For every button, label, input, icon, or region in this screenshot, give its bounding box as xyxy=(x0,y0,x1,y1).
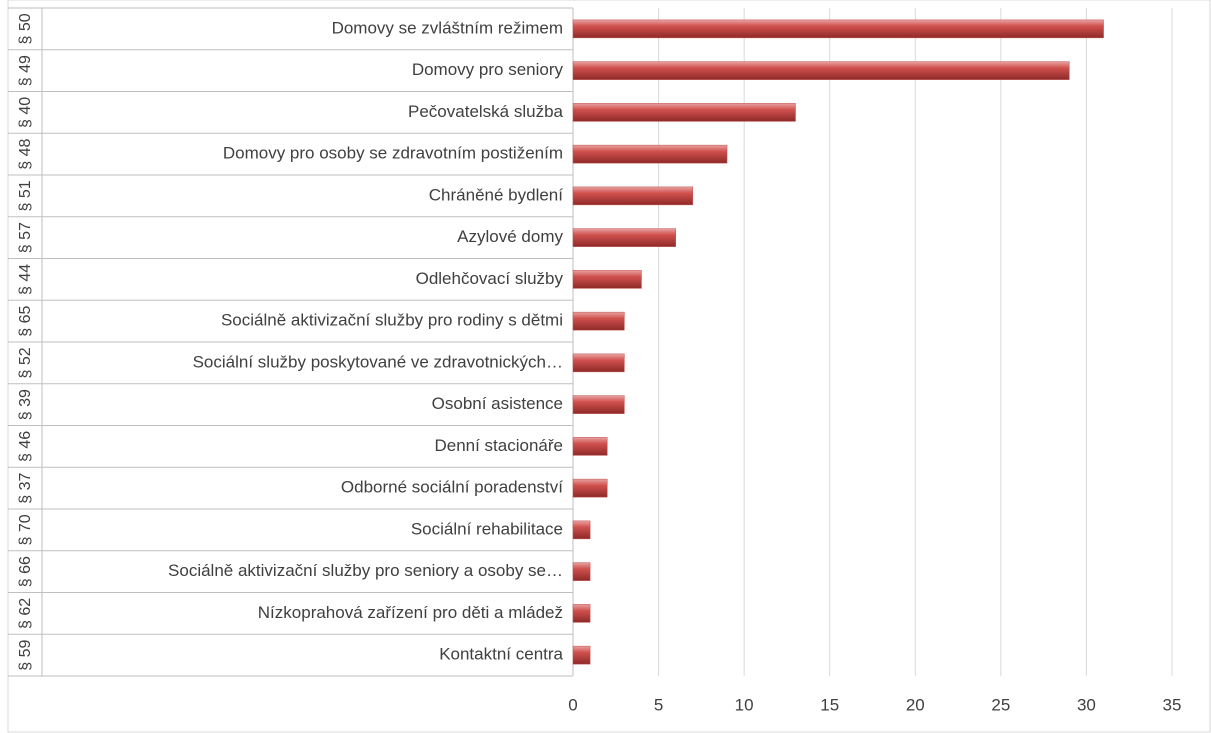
y-tick-label: Domovy se zvláštním režimem xyxy=(332,18,563,37)
group-label: § 40 xyxy=(17,97,34,128)
bar xyxy=(572,353,625,373)
group-label: § 51 xyxy=(17,180,34,211)
y-tick-label: Denní stacionáře xyxy=(434,436,563,455)
bar xyxy=(572,103,796,122)
y-tick-label: Odborné sociální poradenství xyxy=(341,478,563,497)
x-tick-label: 25 xyxy=(991,695,1010,714)
bar xyxy=(572,395,625,414)
y-tick-label: Nízkoprahová zařízení pro děti a mládež xyxy=(258,603,563,622)
x-tick-label: 5 xyxy=(654,695,663,714)
bar xyxy=(572,311,625,331)
bar xyxy=(572,19,1104,39)
y-tick-label: Domovy pro seniory xyxy=(412,60,564,79)
bar xyxy=(572,520,591,540)
y-tick-label: Kontaktní centra xyxy=(439,645,563,664)
bar xyxy=(572,144,728,164)
bar xyxy=(572,604,591,623)
group-label: § 46 xyxy=(17,431,34,462)
group-label: § 39 xyxy=(17,389,34,420)
y-tick-label: Domovy pro osoby se zdravotním postižení… xyxy=(223,144,563,163)
group-label: § 44 xyxy=(17,264,34,295)
x-tick-label: 0 xyxy=(568,695,577,714)
y-tick-label: Pečovatelská služba xyxy=(408,102,564,121)
group-label: § 65 xyxy=(17,305,34,336)
group-label: § 49 xyxy=(17,55,34,86)
chart-frame xyxy=(7,0,1211,733)
bar xyxy=(572,228,676,247)
bar xyxy=(572,270,642,289)
x-tick-label: 30 xyxy=(1077,695,1096,714)
y-tick-label: Sociální rehabilitace xyxy=(411,519,563,538)
bar xyxy=(572,478,608,498)
y-tick-label: Odlehčovací služby xyxy=(416,269,564,288)
x-tick-label: 15 xyxy=(820,695,839,714)
y-tick-label: Sociální služby poskytované ve zdravotni… xyxy=(193,352,563,371)
group-label: § 57 xyxy=(17,222,34,253)
x-tick-label: 35 xyxy=(1163,695,1182,714)
y-tick-label: Sociálně aktivizační služby pro seniory … xyxy=(168,561,563,580)
group-label: § 70 xyxy=(17,514,34,545)
bar xyxy=(572,186,694,206)
group-label: § 48 xyxy=(17,138,34,169)
group-label: § 50 xyxy=(17,13,34,44)
group-label: § 62 xyxy=(17,598,34,629)
bar xyxy=(572,61,1070,80)
group-label: § 37 xyxy=(17,472,34,503)
x-tick-label: 10 xyxy=(735,695,754,714)
x-tick-label: 20 xyxy=(906,695,925,714)
y-tick-label: Osobní asistence xyxy=(432,394,563,413)
group-label: § 59 xyxy=(17,639,34,670)
y-tick-label: Azylové domy xyxy=(457,227,563,246)
bar xyxy=(572,645,591,665)
bar xyxy=(572,562,591,581)
group-label: § 66 xyxy=(17,556,34,587)
y-tick-label: Chráněné bydlení xyxy=(429,185,563,204)
y-tick-label: Sociálně aktivizační služby pro rodiny s… xyxy=(221,311,563,330)
bar xyxy=(572,437,608,456)
group-label: § 52 xyxy=(17,347,34,378)
